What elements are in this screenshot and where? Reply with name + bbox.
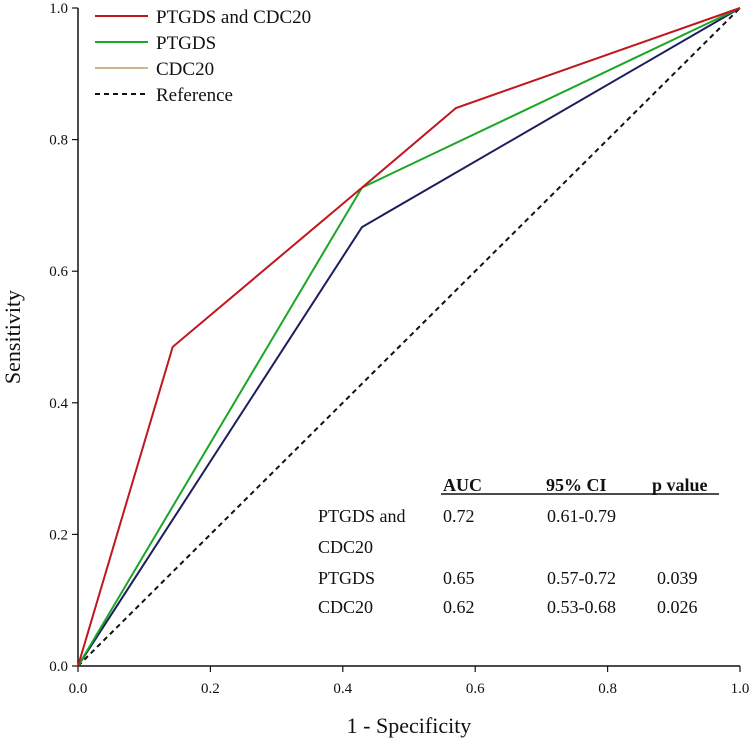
legend-label: PTGDS [156,33,216,54]
y-axis-label: Sensitivity [0,290,25,384]
stats-table: AUC 95% CI p value PTGDS and CDC20 0.72 … [318,475,719,617]
y-tick-label: 1.0 [49,1,68,17]
table-row-3-p: 0.026 [657,597,698,617]
y-tick-label: 0.4 [49,396,68,412]
x-tick-label: 0.0 [69,681,88,697]
legend-label: CDC20 [156,59,214,80]
table-row-1-auc: 0.72 [443,506,475,526]
x-tick-label: 0.8 [598,681,617,697]
legend-label: PTGDS and CDC20 [156,7,311,28]
table-header-p: p value [652,475,708,495]
y-ticks: 0.0 0.2 0.4 0.6 0.8 1.0 [49,1,78,675]
y-tick-label: 0.6 [49,264,68,280]
table-row-2-label: PTGDS [318,568,375,588]
table-row-3-ci: 0.53-0.68 [547,597,616,617]
legend-label: Reference [156,85,233,106]
table-row-2-p: 0.039 [657,568,698,588]
table-header-auc: AUC [443,475,482,495]
table-row-1-label-line1: PTGDS and [318,506,406,526]
x-tick-label: 0.2 [201,681,220,697]
x-axis-label: 1 - Specificity [347,713,472,738]
table-row-2-ci: 0.57-0.72 [547,568,616,588]
x-tick-label: 1.0 [731,681,750,697]
table-row-3-label: CDC20 [318,597,373,617]
table-row-2-auc: 0.65 [443,568,475,588]
x-ticks: 0.0 0.2 0.4 0.6 0.8 1.0 [69,666,750,697]
table-row-3-auc: 0.62 [443,597,475,617]
y-tick-label: 0.0 [49,659,68,675]
series-line-cdc20 [77,7,741,667]
y-tick-label: 0.8 [49,133,68,149]
series-layer [77,7,741,667]
table-header-ci: 95% CI [546,475,607,495]
y-tick-label: 0.2 [49,527,68,543]
table-row-1-ci: 0.61-0.79 [547,506,616,526]
series-line-reference [77,7,741,667]
x-tick-label: 0.4 [333,681,352,697]
series-line-ptgds-and-cdc20 [77,7,741,667]
table-row-1-label-line2: CDC20 [318,537,373,557]
axes [77,8,740,667]
x-tick-label: 0.6 [466,681,485,697]
legend: PTGDS and CDC20 PTGDS CDC20 Reference [95,7,311,106]
